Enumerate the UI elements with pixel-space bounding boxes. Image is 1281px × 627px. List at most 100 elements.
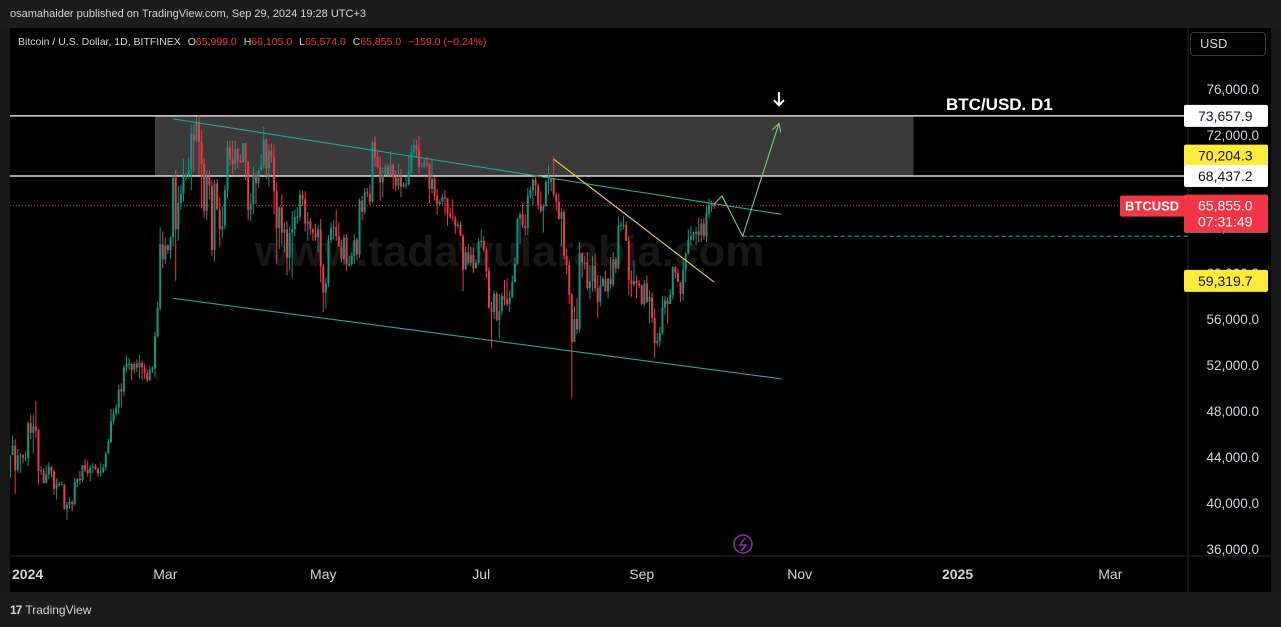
candle-body xyxy=(519,214,522,219)
candle-body xyxy=(203,163,206,211)
candle-body xyxy=(529,190,532,196)
candle-body xyxy=(410,152,413,172)
candle-body xyxy=(575,319,578,330)
candle-body xyxy=(622,224,625,226)
price-label-box xyxy=(1184,104,1268,127)
candle-body xyxy=(68,501,71,505)
candle-body xyxy=(632,281,635,285)
candle-body xyxy=(684,253,687,270)
candle-body xyxy=(446,198,449,214)
candle-body xyxy=(482,240,485,251)
candle-body xyxy=(128,363,131,365)
candle-body xyxy=(511,282,514,298)
price-label-box xyxy=(1184,144,1268,167)
y-tick-label: 72,000.0 xyxy=(1206,128,1259,143)
candle-body xyxy=(490,307,493,313)
candle-body xyxy=(617,225,620,269)
legend-low-label: L xyxy=(299,36,305,48)
candle-body xyxy=(130,363,133,370)
candle-body xyxy=(534,179,537,186)
candle-body xyxy=(381,175,384,183)
y-tick-label: 52,000.0 xyxy=(1206,358,1259,373)
candle-body xyxy=(153,336,156,369)
candle-body xyxy=(86,469,89,474)
candle-body xyxy=(280,207,283,233)
candle-body xyxy=(588,281,591,288)
candle-body xyxy=(405,184,408,186)
candle-body xyxy=(389,164,392,176)
candle-body xyxy=(542,206,545,211)
lightning-bolt xyxy=(738,537,748,552)
candle-body xyxy=(342,237,345,260)
candle-body xyxy=(689,236,692,240)
candle-body xyxy=(625,224,628,241)
candle-body xyxy=(187,169,190,176)
legend-open-label: O xyxy=(187,36,196,48)
candle-body xyxy=(581,253,584,263)
candle-body xyxy=(609,278,612,285)
x-tick-label: May xyxy=(310,566,336,582)
candle-body xyxy=(265,139,268,169)
candle-body xyxy=(661,307,664,333)
candle-body xyxy=(10,455,11,477)
price-label-box xyxy=(1184,269,1268,292)
publish-info: osamahaider published on TradingView.com… xyxy=(10,8,367,20)
candle-body xyxy=(420,166,423,168)
candle-body xyxy=(252,175,255,204)
candle-body xyxy=(45,474,48,483)
candle-body xyxy=(288,232,291,259)
candle-body xyxy=(218,209,221,230)
candle-body xyxy=(702,223,705,237)
candle-body xyxy=(311,229,314,233)
candle-body xyxy=(614,259,617,269)
publish-bar: osamahaider published on TradingView.com… xyxy=(0,0,1281,28)
candle-body xyxy=(283,229,286,233)
x-tick-label: 2025 xyxy=(942,566,973,582)
candle-body xyxy=(700,223,703,236)
candle-body xyxy=(480,240,483,242)
candle-body xyxy=(112,413,115,422)
candle-body xyxy=(392,164,395,178)
candle-body xyxy=(91,466,94,468)
candle-body xyxy=(692,233,695,237)
candle-body xyxy=(53,471,56,489)
x-tick-label: Mar xyxy=(153,566,177,582)
candle-body xyxy=(658,332,661,341)
candle-body xyxy=(428,163,431,190)
candle-body xyxy=(324,283,327,293)
candle-body xyxy=(55,484,58,489)
y-tick-label: 36,000.0 xyxy=(1206,542,1259,557)
candle-body xyxy=(185,175,188,178)
y-tick-label: 48,000.0 xyxy=(1206,404,1259,419)
candle-body xyxy=(524,225,527,229)
currency-button[interactable]: USD xyxy=(1190,32,1266,56)
candle-body xyxy=(651,297,654,318)
candle-body xyxy=(573,319,576,343)
candle-body xyxy=(304,199,307,224)
candle-body xyxy=(213,183,216,251)
candle-body xyxy=(195,122,198,141)
candle-body xyxy=(705,213,708,237)
candle-body xyxy=(508,297,511,305)
candle-body xyxy=(506,299,509,305)
candle-body xyxy=(552,178,555,195)
candle-body xyxy=(371,141,374,202)
candle-body xyxy=(503,296,506,300)
candle-body xyxy=(210,185,213,251)
candle-body xyxy=(135,363,138,368)
candle-body xyxy=(156,307,159,337)
x-tick-label: Nov xyxy=(787,566,812,582)
candle-body xyxy=(244,143,247,162)
candle-body xyxy=(236,148,239,161)
candle-body xyxy=(493,293,496,313)
candle-body xyxy=(485,250,488,271)
candle-body xyxy=(431,178,434,190)
candle-body xyxy=(495,293,498,321)
price-label-text: 73,657.9 xyxy=(1198,108,1253,124)
candle-body xyxy=(676,273,679,283)
candle-body xyxy=(425,162,428,164)
candle-body xyxy=(247,161,250,210)
candle-body xyxy=(423,162,426,167)
tradingview-logo[interactable]: 17 TradingView xyxy=(10,603,91,617)
